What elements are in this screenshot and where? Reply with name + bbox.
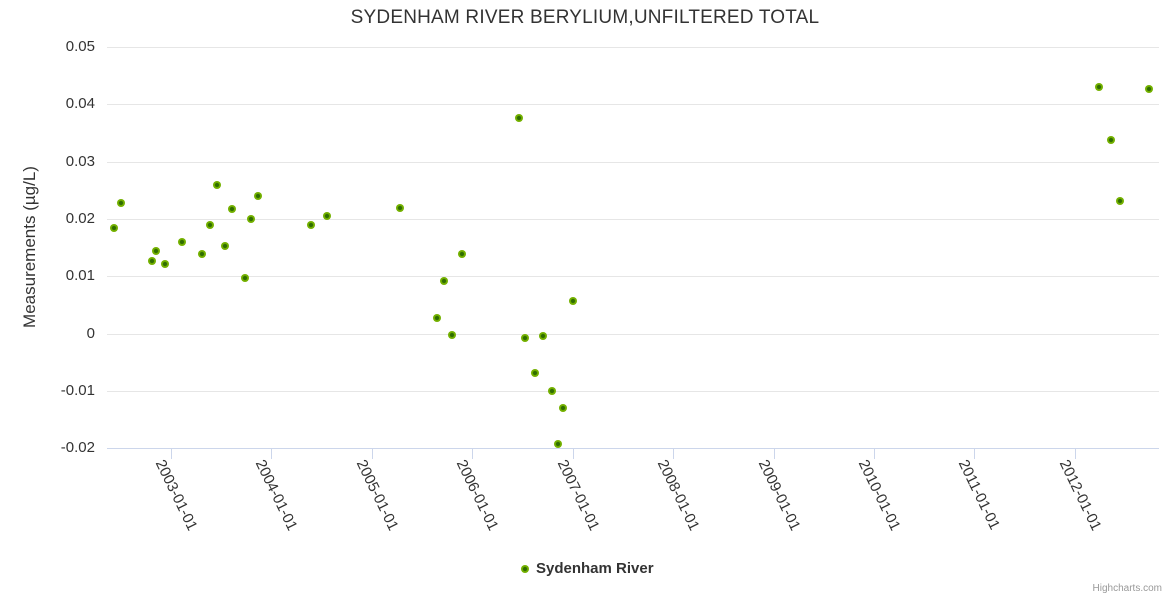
data-point[interactable] [530, 368, 539, 377]
y-gridline [107, 219, 1159, 220]
data-point[interactable] [396, 203, 404, 212]
y-axis-tick-label: 0.05 [65, 38, 95, 55]
data-point[interactable] [206, 221, 215, 230]
x-axis-tick [271, 449, 272, 459]
data-point[interactable] [547, 387, 556, 396]
y-axis-tick-label: 0.03 [65, 153, 95, 170]
data-point[interactable] [213, 180, 222, 189]
y-axis-tick-label: -0.02 [60, 439, 95, 456]
x-axis-tick-label: 2012-01-01 [1055, 457, 1105, 534]
data-point[interactable] [568, 297, 577, 306]
data-point[interactable] [514, 113, 523, 122]
y-axis-tick-label: 0.01 [65, 267, 95, 284]
data-point[interactable] [161, 259, 169, 268]
y-axis-tick-label: 0 [86, 325, 95, 342]
data-point[interactable] [1145, 85, 1154, 93]
x-axis-tick-label: 2004-01-01 [251, 457, 301, 534]
y-gridline [107, 47, 1159, 48]
y-gridline [107, 334, 1159, 335]
x-axis-tick [171, 449, 172, 459]
data-point[interactable] [553, 440, 562, 449]
data-point[interactable] [1095, 83, 1103, 92]
x-axis-tick [472, 449, 473, 459]
legend-label: Sydenham River [536, 560, 654, 577]
x-axis-tick-label: 2007-01-01 [553, 457, 603, 534]
x-axis-tick-label: 2006-01-01 [452, 457, 502, 534]
data-point[interactable] [228, 204, 237, 213]
data-point[interactable] [241, 274, 250, 283]
x-axis-tick [874, 449, 875, 459]
y-axis-tick-label: 0.04 [65, 95, 95, 112]
data-point[interactable] [538, 332, 547, 341]
data-point[interactable] [1116, 197, 1125, 206]
data-point[interactable] [116, 199, 125, 208]
x-axis-tick [573, 449, 574, 459]
y-gridline [107, 104, 1159, 105]
x-axis-tick [774, 449, 775, 459]
y-axis-title: Measurements (µg/L) [20, 166, 39, 328]
x-axis-tick-label: 2008-01-01 [653, 457, 703, 534]
data-point[interactable] [247, 215, 256, 224]
y-axis-tick-label: 0.02 [65, 210, 95, 227]
data-point[interactable] [440, 277, 449, 286]
x-axis-tick-label: 2011-01-01 [954, 457, 1004, 533]
data-point[interactable] [520, 334, 529, 343]
x-axis-tick-label: 2010-01-01 [854, 457, 904, 534]
data-point[interactable] [147, 257, 156, 265]
data-point[interactable] [433, 314, 442, 323]
y-gridline [107, 162, 1159, 163]
x-axis-tick-label: 2009-01-01 [754, 457, 804, 534]
highcharts-credit-link[interactable]: Highcharts.com [1092, 583, 1162, 594]
data-point[interactable] [458, 249, 467, 258]
chart-title: SYDENHAM RIVER BERYLIUM,UNFILTERED TOTAL [350, 7, 820, 28]
data-point[interactable] [448, 330, 457, 339]
x-axis-tick-label: 2005-01-01 [352, 457, 402, 534]
data-point[interactable] [1107, 135, 1115, 144]
legend-item-sydenham-river[interactable]: Sydenham River [521, 560, 654, 577]
x-axis-tick [974, 449, 975, 459]
y-axis-tick-label: -0.01 [60, 382, 95, 399]
y-gridline [107, 391, 1159, 392]
data-point[interactable] [254, 191, 263, 200]
data-point[interactable] [558, 404, 567, 413]
x-axis-tick [372, 449, 373, 459]
data-point[interactable] [322, 212, 331, 221]
x-axis-tick [673, 449, 674, 459]
data-point[interactable] [306, 221, 315, 230]
data-point[interactable] [198, 249, 207, 258]
x-axis-tick-label: 2003-01-01 [151, 457, 201, 534]
data-point[interactable] [221, 242, 230, 251]
legend-marker-icon [521, 564, 529, 573]
data-point[interactable] [178, 237, 186, 246]
y-gridline [107, 276, 1159, 277]
data-point[interactable] [151, 247, 160, 256]
x-axis-line [107, 448, 1159, 449]
x-axis-tick [1075, 449, 1076, 459]
data-point[interactable] [109, 224, 118, 233]
